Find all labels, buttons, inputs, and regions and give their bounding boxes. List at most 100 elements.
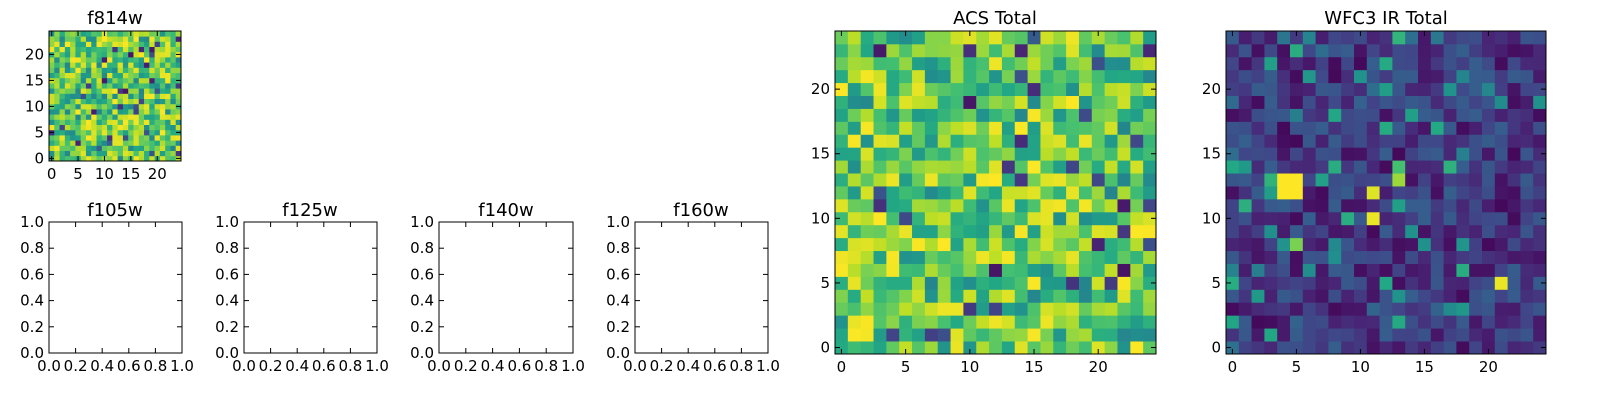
heatmap-cell [1494,43,1508,58]
heatmap-cell [1430,160,1444,174]
heatmap-cell [1315,134,1329,148]
heatmap-cell [154,145,161,151]
heatmap-cell [1238,186,1252,200]
heatmap-cell [847,198,862,213]
heatmap-cell [101,46,108,53]
heatmap-cell [1290,198,1304,213]
heatmap-cell [1520,250,1534,264]
heatmap-cell [912,198,926,213]
heatmap-cell [85,62,92,68]
heatmap-cell [937,160,951,174]
heatmap-cell [59,124,66,131]
heatmap-cell [1264,211,1278,226]
heatmap-cell [138,98,145,105]
heatmap-cell [835,198,849,213]
heatmap-cell [1354,173,1368,187]
heatmap-cell [1251,263,1265,277]
heatmap-cell [1014,31,1028,45]
heatmap-cell [1040,134,1054,148]
heatmap-cell [91,150,97,157]
heatmap-cell [1264,108,1278,122]
heatmap-cell [133,41,140,47]
heatmap-cell [976,56,990,71]
heatmap-cell [49,145,55,151]
heatmap-cell [170,119,177,125]
heatmap-cell [937,31,951,45]
heatmap-cell [1251,82,1265,96]
heatmap-cell [165,155,171,162]
heatmap-cell [80,72,87,79]
panel-title: f160w [673,200,728,221]
heatmap-cell [170,57,177,63]
heatmap-cell [122,46,129,53]
heatmap-cell [1405,134,1419,148]
heatmap-cell [128,140,134,146]
heatmap-cell [1226,276,1240,290]
heatmap-cell [1507,211,1521,226]
heatmap-cell [1405,198,1419,213]
heatmap-cell [170,155,177,162]
heatmap-cell [1290,276,1304,290]
heatmap-cell [1366,121,1380,135]
heatmap-cell [1302,108,1316,122]
heatmap-cell [1366,69,1380,84]
heatmap-cell [154,46,161,53]
heatmap-cell [1027,82,1041,96]
heatmap-cell [1418,276,1432,290]
heatmap-cell [1520,108,1534,122]
heatmap-cell [1078,134,1093,148]
heatmap-cell [1418,43,1432,58]
heatmap-cell [1014,69,1028,84]
heatmap-cell [899,302,913,316]
heatmap-cell [133,124,140,131]
heatmap-cell [1091,341,1106,355]
heatmap-cell [117,77,124,84]
heatmap-cell [1379,276,1393,290]
heatmap-cell [101,124,108,131]
heatmap-cell [1366,56,1380,71]
heatmap-cell [1443,289,1457,303]
heatmap-cell [1520,211,1534,226]
heatmap-cell [1040,289,1054,303]
heatmap-cell [1040,56,1054,71]
heatmap-cell [1251,224,1265,239]
y-tick-label: 0.6 [20,265,44,283]
heatmap-cell [1078,121,1093,135]
heatmap-cell [107,150,113,157]
heatmap-cell [1302,31,1316,45]
heatmap-cell [1078,289,1093,303]
heatmap-cell [860,250,874,264]
heatmap-cell [133,72,140,79]
heatmap-cell [1290,69,1304,84]
heatmap-cell [133,83,140,89]
heatmap-cell [1117,276,1131,290]
heatmap-cell [112,155,119,162]
heatmap-cell [1494,186,1508,200]
heatmap-cell [1482,31,1496,45]
heatmap-cell [149,155,155,162]
heatmap-cell [133,31,140,37]
heatmap-cell [1001,211,1016,226]
heatmap-cell [886,315,900,329]
heatmap-cell [1251,315,1265,329]
heatmap-cell [1040,31,1054,45]
heatmap-cell [54,93,60,99]
heatmap-cell [1430,289,1444,303]
heatmap-cell [117,109,124,115]
y-tick-label: 0.4 [20,292,44,310]
heatmap-cell [1354,95,1368,109]
heatmap-cell [1066,147,1080,161]
heatmap-cell [1078,108,1093,122]
heatmap-cell [91,145,97,151]
heatmap-cell [1405,224,1419,239]
heatmap-cell [91,135,97,141]
heatmap-cell [1379,237,1393,252]
heatmap-cell [1117,315,1131,329]
heatmap-cell [873,224,887,239]
heatmap-cell [1469,211,1483,226]
heatmap-cell [1040,315,1054,329]
y-tick-label: 15 [25,71,44,89]
heatmap-cell [1091,95,1106,109]
heatmap-cell [1379,56,1393,71]
